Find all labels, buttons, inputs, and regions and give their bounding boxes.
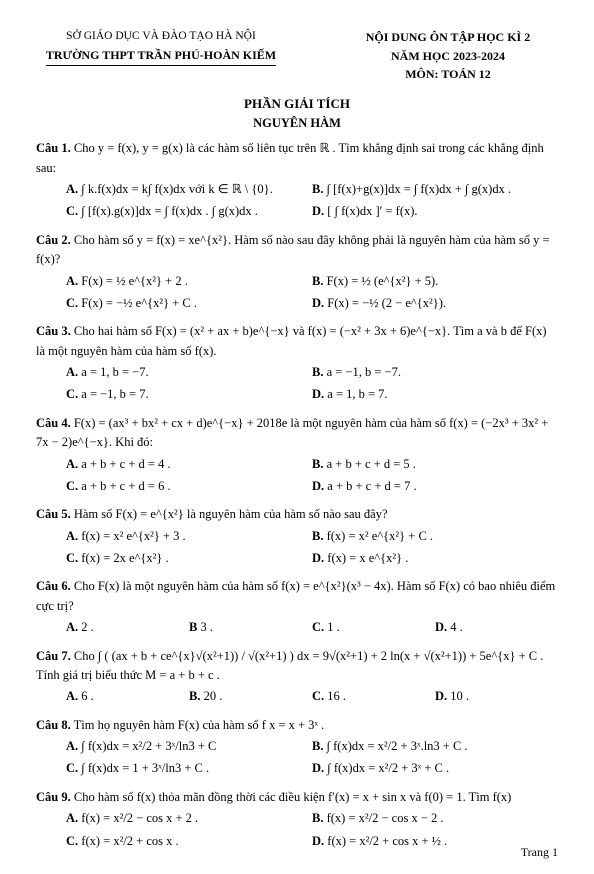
question-label: Câu 1. <box>36 141 71 155</box>
option-d: D. f(x) = x e^{x²} . <box>312 549 558 568</box>
header-subject: MÔN: TOÁN 12 <box>338 65 558 84</box>
option-c: C. 1 . <box>312 618 435 637</box>
header-row: SỞ GIÁO DỤC VÀ ĐÀO TẠO HÀ NỘI TRƯỜNG THP… <box>36 28 558 84</box>
option-a: A. ∫ f(x)dx = x²/2 + 3ˣ/ln3 + C <box>66 737 312 756</box>
option-d: D. [ ∫ f(x)dx ]′ = f(x). <box>312 202 558 221</box>
option-b: B 3 . <box>189 618 312 637</box>
question-text: Cho y = f(x), y = g(x) là các hàm số liê… <box>36 141 544 174</box>
option-c: C. a = −1, b = 7. <box>66 385 312 404</box>
option-a: A. f(x) = x² e^{x²} + 3 . <box>66 527 312 546</box>
option-b: B. f(x) = x² e^{x²} + C . <box>312 527 558 546</box>
question-label: Câu 8. <box>36 718 71 732</box>
option-b: B. ∫ [f(x)+g(x)]dx = ∫ f(x)dx + ∫ g(x)dx… <box>312 180 558 199</box>
option-d: D. F(x) = −½ (2 − e^{x²}). <box>312 294 558 313</box>
options: A. f(x) = x² e^{x²} + 3 . B. f(x) = x² e… <box>66 527 558 572</box>
options: A. f(x) = x²/2 − cos x + 2 . B. f(x) = x… <box>66 809 558 854</box>
header-left: SỞ GIÁO DỤC VÀ ĐÀO TẠO HÀ NỘI TRƯỜNG THP… <box>36 28 286 84</box>
option-b: B. ∫ f(x)dx = x²/2 + 3ˣ.ln3 + C . <box>312 737 558 756</box>
question-2: Câu 2. Cho hàm số y = f(x) = xe^{x²}. Hà… <box>36 231 558 317</box>
option-d: D. ∫ f(x)dx = x²/2 + 3ˣ + C . <box>312 759 558 778</box>
options: A. a = 1, b = −7. B. a = −1, b = −7. C. … <box>66 363 558 408</box>
option-d: D. a = 1, b = 7. <box>312 385 558 404</box>
option-c: C. f(x) = x²/2 + cos x . <box>66 832 312 851</box>
header-school: TRƯỜNG THPT TRẦN PHÚ-HOÀN KIẾM <box>36 46 286 67</box>
header-authority: SỞ GIÁO DỤC VÀ ĐÀO TẠO HÀ NỘI <box>36 28 286 46</box>
question-label: Câu 7. <box>36 649 71 663</box>
options: A. 2 . B 3 . C. 1 . D. 4 . <box>66 618 558 640</box>
question-7: Câu 7. Cho ∫ ( (ax + b + ce^{x}√(x²+1)) … <box>36 647 558 710</box>
option-c: C. 16 . <box>312 687 435 706</box>
option-d: D. 10 . <box>435 687 558 706</box>
option-d: D. a + b + c + d = 7 . <box>312 477 558 496</box>
option-d: D. 4 . <box>435 618 558 637</box>
option-c: C. a + b + c + d = 6 . <box>66 477 312 496</box>
option-b: B. 20 . <box>189 687 312 706</box>
option-b: B. f(x) = x²/2 − cos x − 2 . <box>312 809 558 828</box>
option-c: C. F(x) = −½ e^{x²} + C . <box>66 294 312 313</box>
question-6: Câu 6. Cho F(x) là một nguyên hàm của hà… <box>36 577 558 640</box>
question-label: Câu 2. <box>36 233 71 247</box>
option-a: A. a = 1, b = −7. <box>66 363 312 382</box>
question-text: Cho hàm số y = f(x) = xe^{x²}. Hàm số nà… <box>36 233 550 266</box>
options: A. 6 . B. 20 . C. 16 . D. 10 . <box>66 687 558 709</box>
header-right: NỘI DUNG ÔN TẬP HỌC KÌ 2 NĂM HỌC 2023-20… <box>338 28 558 84</box>
question-label: Câu 4. <box>36 416 71 430</box>
option-a: A. 2 . <box>66 618 189 637</box>
question-text: Tìm họ nguyên hàm F(x) của hàm số f x = … <box>74 718 325 732</box>
option-b: B. F(x) = ½ (e^{x²} + 5). <box>312 272 558 291</box>
options: A. F(x) = ½ e^{x²} + 2 . B. F(x) = ½ (e^… <box>66 272 558 317</box>
question-label: Câu 3. <box>36 324 71 338</box>
question-label: Câu 9. <box>36 790 71 804</box>
option-c: C. ∫ [f(x).g(x)]dx = ∫ f(x)dx . ∫ g(x)dx… <box>66 202 312 221</box>
options: A. ∫ f(x)dx = x²/2 + 3ˣ/ln3 + C B. ∫ f(x… <box>66 737 558 782</box>
sub-title: NGUYÊN HÀM <box>36 114 558 133</box>
page: SỞ GIÁO DỤC VÀ ĐÀO TẠO HÀ NỘI TRƯỜNG THP… <box>0 0 594 874</box>
header-school-text: TRƯỜNG THPT TRẦN PHÚ-HOÀN KIẾM <box>46 46 276 67</box>
question-text: Cho ∫ ( (ax + b + ce^{x}√(x²+1)) / √(x²+… <box>36 649 543 682</box>
question-label: Câu 6. <box>36 579 71 593</box>
option-a: A. 6 . <box>66 687 189 706</box>
question-text: Cho F(x) là một nguyên hàm của hàm số f(… <box>36 579 555 612</box>
question-text: Hàm số F(x) = e^{x²} là nguyên hàm của h… <box>74 507 388 521</box>
option-a: A. F(x) = ½ e^{x²} + 2 . <box>66 272 312 291</box>
question-text: F(x) = (ax³ + bx² + cx + d)e^{−x} + 2018… <box>36 416 548 449</box>
question-text: Cho hai hàm số F(x) = (x² + ax + b)e^{−x… <box>36 324 547 357</box>
question-label: Câu 5. <box>36 507 71 521</box>
option-a: A. f(x) = x²/2 − cos x + 2 . <box>66 809 312 828</box>
header-title: NỘI DUNG ÔN TẬP HỌC KÌ 2 <box>338 28 558 47</box>
header-year: NĂM HỌC 2023-2024 <box>338 47 558 66</box>
question-1: Câu 1. Cho y = f(x), y = g(x) là các hàm… <box>36 139 558 225</box>
option-b: B. a = −1, b = −7. <box>312 363 558 382</box>
question-8: Câu 8. Tìm họ nguyên hàm F(x) của hàm số… <box>36 716 558 782</box>
options: A. ∫ k.f(x)dx = k∫ f(x)dx với k ∈ ℝ \ {0… <box>66 180 558 225</box>
section-title: PHẦN GIẢI TÍCH <box>36 94 558 114</box>
option-c: C. ∫ f(x)dx = 1 + 3ˣ/ln3 + C . <box>66 759 312 778</box>
question-5: Câu 5. Hàm số F(x) = e^{x²} là nguyên hà… <box>36 505 558 571</box>
question-text: Cho hàm số f(x) thỏa mãn đồng thời các đ… <box>74 790 511 804</box>
options: A. a + b + c + d = 4 . B. a + b + c + d … <box>66 455 558 500</box>
option-a: A. ∫ k.f(x)dx = k∫ f(x)dx với k ∈ ℝ \ {0… <box>66 180 312 199</box>
question-9: Câu 9. Cho hàm số f(x) thỏa mãn đồng thờ… <box>36 788 558 854</box>
option-c: C. f(x) = 2x e^{x²} . <box>66 549 312 568</box>
question-3: Câu 3. Cho hai hàm số F(x) = (x² + ax + … <box>36 322 558 408</box>
question-4: Câu 4. F(x) = (ax³ + bx² + cx + d)e^{−x}… <box>36 414 558 500</box>
option-b: B. a + b + c + d = 5 . <box>312 455 558 474</box>
page-number: Trang 1 <box>521 843 558 862</box>
option-a: A. a + b + c + d = 4 . <box>66 455 312 474</box>
